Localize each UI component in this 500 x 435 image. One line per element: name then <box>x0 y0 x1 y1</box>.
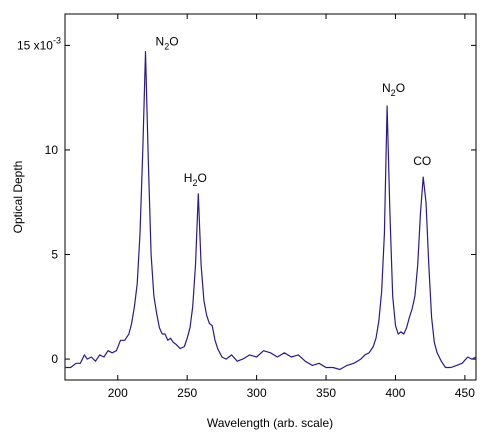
peak-label: CO <box>413 154 431 168</box>
peak-label: H2O <box>184 171 207 188</box>
x-tick-label: 200 <box>108 386 128 400</box>
x-tick-label: 350 <box>316 386 336 400</box>
x-axis-label: Wavelength (arb. scale) <box>207 416 333 430</box>
plot-frame <box>64 13 477 381</box>
x-tick-label: 300 <box>247 386 267 400</box>
spectrum-series-line <box>65 51 477 371</box>
peak-label: N2O <box>382 81 405 98</box>
peak-label: N2O <box>156 35 179 52</box>
x-axis-ticks: 200 250 300 350 400 450 <box>108 14 475 400</box>
y-axis-label: Optical Depth <box>11 161 25 234</box>
y-tick-label: 10 <box>45 143 59 157</box>
y-tick-exponent: -3 <box>53 35 61 45</box>
x-tick-label: 250 <box>177 386 197 400</box>
x-tick-label: 400 <box>385 386 405 400</box>
peak-annotations: N2O H2O N2O CO <box>156 35 432 188</box>
y-tick-label: 0 <box>51 352 58 366</box>
y-axis-ticks: 0 5 10 15 x10-3 <box>17 35 476 366</box>
y-tick-label: 5 <box>51 248 58 262</box>
x-tick-label: 450 <box>455 386 475 400</box>
y-tick-label: 15 x10-3 <box>17 35 61 52</box>
